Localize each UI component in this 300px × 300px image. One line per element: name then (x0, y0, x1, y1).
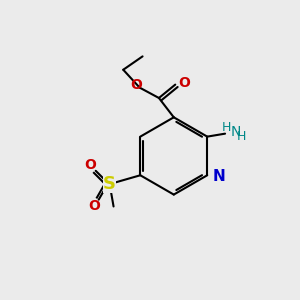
Text: O: O (178, 76, 190, 90)
Text: O: O (84, 158, 96, 172)
Text: N: N (230, 125, 241, 139)
Text: H: H (237, 130, 246, 143)
Text: N: N (213, 169, 225, 184)
Text: O: O (130, 78, 142, 92)
Text: S: S (103, 175, 116, 193)
Text: O: O (88, 199, 100, 213)
Text: H: H (222, 121, 231, 134)
